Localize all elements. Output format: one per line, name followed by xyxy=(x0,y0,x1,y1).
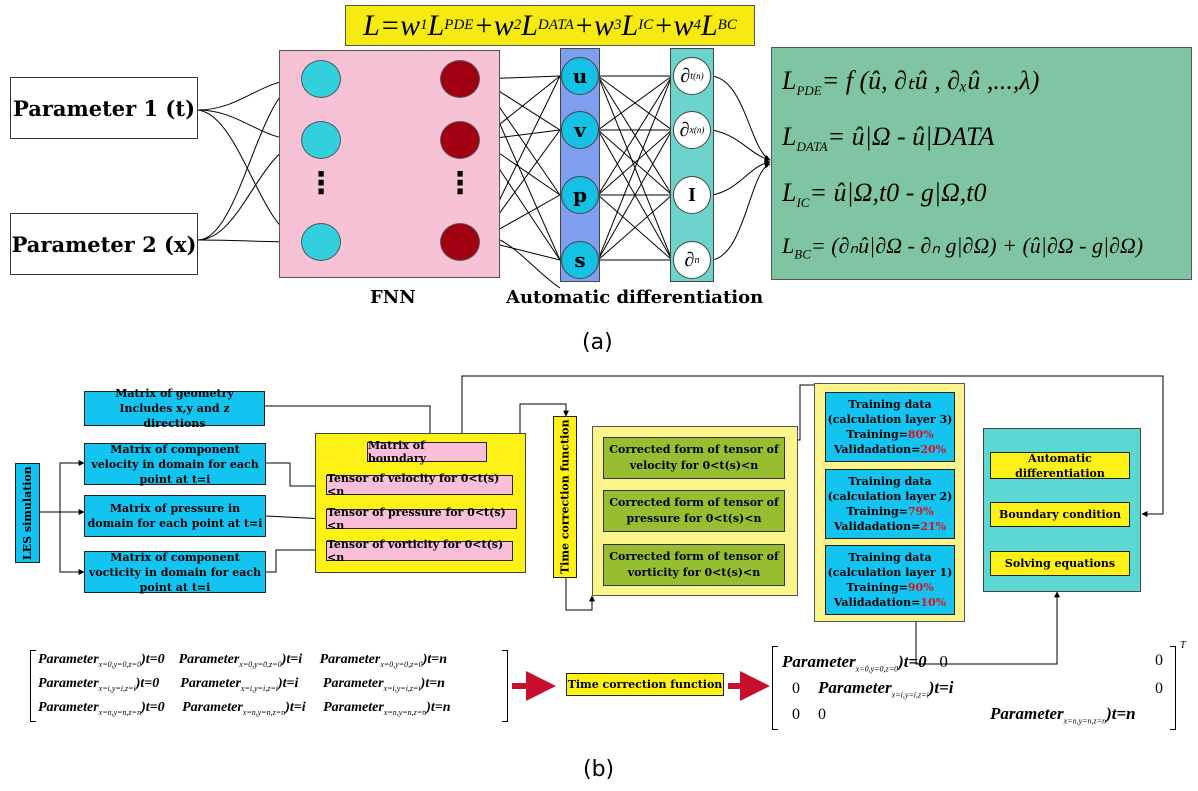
data-loss-equation: LDATA= û|Ω - û|DATA xyxy=(782,122,995,155)
matrix-zero: 0 xyxy=(792,680,800,697)
pressure-matrix-box: Matrix of pressure in domain for each po… xyxy=(84,495,266,537)
pressure-tensor-box: Tensor of pressure for 0<t(s)<n xyxy=(326,506,517,532)
input-neuron xyxy=(301,223,341,261)
identity-node: I xyxy=(673,176,711,214)
automatic-differentiation-box: Automatic differentiation xyxy=(990,452,1130,480)
derivative-x-node: ∂ x (n) xyxy=(673,111,711,149)
derivative-t-node: ∂ t (n) xyxy=(673,57,711,95)
output-matrix-row-2: Parameterx=i,y=i,z=i)t=i xyxy=(818,678,954,700)
automatic-differentiation-label: Automatic differentiation xyxy=(506,287,764,308)
matrix-zero: 0 xyxy=(1155,680,1163,697)
total-loss-formula: L = w 1 L PDE + w 2 L DATA + w 3 L IC + w 4 L BC xyxy=(345,5,755,46)
left-matrix-bracket-open xyxy=(30,650,36,722)
output-matrix-row-3: Parameterx=n,y=n,z=n)t=n xyxy=(990,704,1136,726)
left-matrix-bracket-close xyxy=(502,650,508,722)
output-v: v xyxy=(561,111,599,149)
training-data-layer-3: Training data (calculation layer 3) Train… xyxy=(825,392,955,462)
bc-loss-equation: LBC= (∂ₙû|∂Ω - ∂ₙ g|∂Ω) + (û|∂Ω - g|∂Ω) xyxy=(782,233,1144,262)
parameter-2-box: Parameter 2 (x) xyxy=(10,213,198,275)
caption-a: (a) xyxy=(582,330,613,355)
input-matrix-row-1: Parameterx=0,y=0,z=0)t=0 Parameterx=0,y=… xyxy=(38,652,448,669)
corrected-pressure-box: Corrected form of tensor of pressure for… xyxy=(603,490,785,532)
transpose-symbol: T xyxy=(1180,640,1186,651)
hidden-neuron xyxy=(440,223,480,261)
time-correction-function-bottom-box: Time correction function xyxy=(566,673,724,696)
ellipsis-dots: ⋮ xyxy=(306,166,336,201)
input-neuron xyxy=(301,121,341,159)
ellipsis-dots: ⋮ xyxy=(445,166,475,201)
parameter-1-box: Parameter 1 (t) xyxy=(10,77,198,139)
output-s: s xyxy=(561,241,599,279)
input-matrix-row-3: Parameterx=n,y=n,z=n)t=0 Parameterx=n,y=… xyxy=(38,700,451,717)
vorticity-matrix-box: Matrix of component vocticity in domain … xyxy=(84,551,266,594)
fnn-label: FNN xyxy=(370,287,416,308)
matrix-zero: 0 xyxy=(1155,652,1163,669)
matrix-zero: 0 xyxy=(792,706,800,723)
corrected-velocity-box: Corrected form of tensor of velocity for… xyxy=(603,437,785,479)
derivative-n-node: ∂ n xyxy=(673,241,711,279)
right-matrix-bracket-close xyxy=(1170,646,1176,730)
ic-loss-equation: LIC= û|Ω,t0 - g|Ω,t0 xyxy=(782,178,987,211)
hidden-neuron xyxy=(440,60,480,98)
pde-loss-equation: LPDE= f (û, ∂ₜû , ∂ₓû ,...,λ) xyxy=(782,66,1040,99)
hidden-neuron xyxy=(440,121,480,159)
velocity-tensor-box: Tensor of velocity for 0<t(s)<n xyxy=(326,472,513,498)
velocity-matrix-box: Matrix of component velocity in domain f… xyxy=(84,443,266,486)
caption-b: (b) xyxy=(583,757,615,782)
input-matrix-row-2: Parameterx=i,y=i,z=i)t=0 Parameterx=i,y=… xyxy=(38,676,445,693)
time-correction-function-box: Time correction function xyxy=(553,416,577,578)
matrix-zero: 0 xyxy=(818,706,826,723)
geometry-matrix-box: Matrix of geometry Includes x,y and z di… xyxy=(84,387,265,430)
loss-equations-box: LPDE= f (û, ∂ₜû , ∂ₓû ,...,λ) LDATA= û|Ω… xyxy=(771,47,1192,280)
solving-equations-box: Solving equations xyxy=(990,551,1130,576)
training-data-layer-2: Training data (calculation layer 2) Train… xyxy=(825,469,955,539)
output-matrix-row-1: Parameterx=0,y=0,z=0)t=0 0 xyxy=(782,652,948,674)
right-matrix-bracket-open xyxy=(772,646,778,730)
boundary-matrix-box: Matrix of boundary xyxy=(367,439,487,465)
training-data-layer-1: Training data (calculation layer 1) Train… xyxy=(825,545,955,615)
input-neuron xyxy=(301,60,341,98)
corrected-vorticity-box: Corrected form of tensor of vorticity fo… xyxy=(603,544,785,586)
les-simulation-box: LES simulation xyxy=(15,463,40,563)
output-u: u xyxy=(561,57,599,95)
boundary-condition-box: Boundary condition xyxy=(990,502,1130,527)
vorticity-tensor-box: Tensor of vorticity for 0<t(s)<n xyxy=(326,538,513,564)
output-p: p xyxy=(561,176,599,214)
